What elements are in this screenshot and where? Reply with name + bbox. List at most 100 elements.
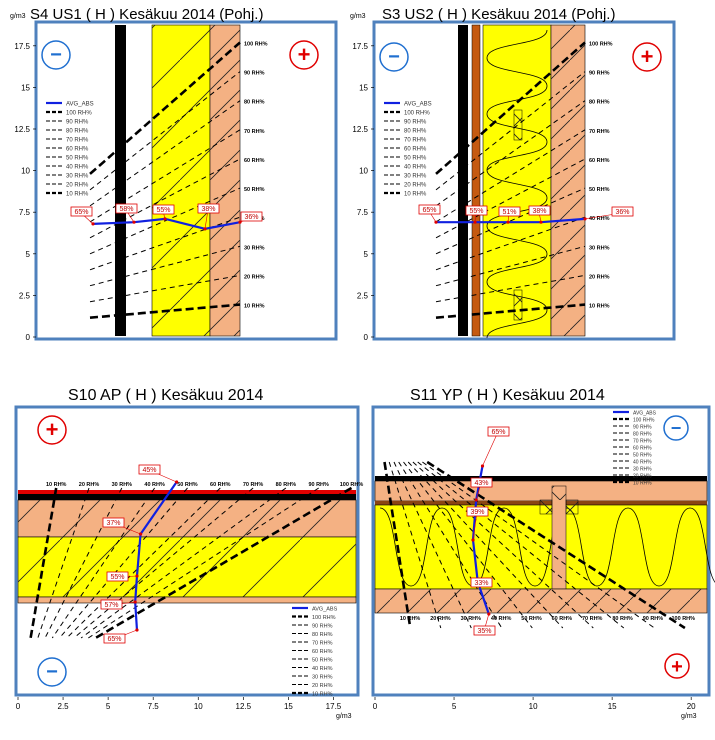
rh-line — [435, 187, 586, 255]
rh-line — [435, 274, 586, 303]
rh-label: 10 RH% — [589, 304, 610, 310]
legend-entry: 60 RH% — [312, 649, 333, 655]
point-label: 65% — [107, 636, 121, 643]
y-tick-label: 5 — [26, 250, 31, 259]
legend-entry: 70 RH% — [633, 439, 652, 445]
warm-side-symbol: + — [632, 42, 662, 72]
point-label: 65% — [422, 207, 436, 214]
rh-label: 80 RH% — [244, 100, 265, 106]
legend-entry: AVG_ABS — [404, 102, 432, 108]
rh-line — [73, 487, 254, 639]
y-tick-label: 10 — [359, 167, 368, 176]
wall-layers — [458, 24, 586, 339]
callout-box — [611, 206, 634, 217]
rh-line — [89, 187, 241, 255]
chart-title: S10 AP ( H ) Kesäkuu 2014 — [68, 387, 263, 404]
callout-box — [197, 203, 220, 214]
cold-side-symbol: − — [379, 42, 409, 72]
layer-cross-block — [513, 289, 523, 321]
legend-entry: 70 RH% — [404, 138, 427, 144]
x-tick-label: 10 — [194, 702, 203, 711]
legend-entry: 100 RH% — [633, 418, 655, 424]
avg-series: 65% 43% 39% 33% 35% — [466, 426, 510, 636]
rh-line — [89, 158, 241, 239]
point-label: 39% — [470, 509, 484, 516]
y-tick-label: 17.5 — [352, 42, 368, 51]
legend-entry: 40 RH% — [312, 666, 333, 672]
rh-label: 80 RH% — [589, 100, 610, 106]
y-tick-label: 7.5 — [357, 208, 369, 217]
rh-line — [89, 129, 241, 223]
rh-label: 80 RH% — [612, 616, 633, 622]
insulation-wave — [379, 507, 715, 587]
rh-label: 60 RH% — [244, 158, 265, 164]
point-label: 55% — [110, 574, 124, 581]
plus-icon: + — [46, 417, 59, 442]
rh-label: 30 RH% — [461, 616, 482, 622]
rh-labels: 10 RH% 20 RH% 30 RH% 40 RH% 50 RH% 60 RH% 70 R… — [46, 482, 363, 488]
rh-label: 60 RH% — [210, 482, 231, 488]
cold-side-symbol: − — [663, 415, 689, 441]
legend-entry: 40 RH% — [633, 460, 652, 466]
layer-board-hatch — [18, 500, 356, 537]
rh-label: 40 RH% — [589, 216, 610, 222]
point-label: 55% — [469, 208, 483, 215]
callout-box — [100, 599, 123, 610]
legend-entry: 50 RH% — [404, 156, 427, 162]
insulation-wave — [486, 29, 548, 339]
x-axis-ticks: 0 5 10 15 20 — [373, 697, 696, 711]
rh-line — [412, 461, 594, 629]
callout-box — [138, 464, 161, 475]
point-label: 65% — [74, 209, 88, 216]
rh-label: 70 RH% — [582, 616, 603, 622]
rh-line — [59, 487, 188, 639]
x-tick-label: 12.5 — [236, 702, 252, 711]
callout-box — [498, 206, 521, 217]
chart-title: S11 YP ( H ) Kesäkuu 2014 — [410, 387, 605, 404]
x-tick-label: 10 — [529, 702, 538, 711]
warm-side-symbol: + — [37, 415, 67, 445]
legend-entry: 50 RH% — [312, 658, 333, 664]
rh-line — [435, 303, 586, 319]
legend-entry: 50 RH% — [66, 156, 89, 162]
x-tick-label: 2.5 — [58, 702, 70, 711]
legend-entry: 10 RH% — [404, 192, 427, 198]
rh-line — [89, 100, 241, 207]
rh-label: 20 RH% — [244, 274, 265, 280]
rh-line — [435, 41, 586, 175]
y-tick-label: 7.5 — [19, 208, 31, 217]
legend-entry: 70 RH% — [312, 641, 333, 647]
layer-cross-block — [565, 499, 579, 515]
rh-label: 20 RH% — [589, 274, 610, 280]
rh-label: 90 RH% — [308, 482, 329, 488]
legend-entry: 100 RH% — [404, 111, 430, 117]
rh-line — [51, 487, 156, 639]
legend-entry: 20 RH% — [66, 183, 89, 189]
layer-board-hatch — [210, 25, 240, 336]
legend-entry: 60 RH% — [66, 147, 89, 153]
rh-label: 10 RH% — [46, 482, 67, 488]
point-label: 58% — [119, 206, 133, 213]
legend-entry: AVG_ABS — [66, 102, 94, 108]
point-label: 65% — [491, 429, 505, 436]
legend: AVG_ABS 100 RH% 90 RH% 80 RH% 70 RH% 60 RH% 50… — [292, 607, 338, 698]
rh-line — [29, 487, 58, 639]
rh-line — [407, 461, 564, 629]
rh-lines — [89, 41, 241, 319]
callout-box — [240, 211, 263, 222]
callout-leader — [482, 431, 499, 467]
rh-line — [88, 487, 319, 639]
plus-icon: + — [298, 42, 311, 67]
legend-entry: 90 RH% — [66, 120, 89, 126]
plus-icon: + — [641, 44, 654, 69]
chart-title: S3 US2 ( H ) Kesäkuu 2014 (Pohj.) — [382, 6, 615, 23]
rh-line — [403, 461, 533, 629]
point-label: 45% — [142, 467, 156, 474]
legend-entry: 80 RH% — [404, 129, 427, 135]
point-label: 43% — [474, 480, 488, 487]
y-axis-ticks: 0 2.5 5 7.5 10 12.5 15 17.5 — [352, 42, 374, 342]
rh-line — [44, 487, 123, 639]
x-tick-label: 20 — [687, 702, 696, 711]
x-tick-label: 17.5 — [326, 702, 342, 711]
legend-entry: 20 RH% — [404, 183, 427, 189]
